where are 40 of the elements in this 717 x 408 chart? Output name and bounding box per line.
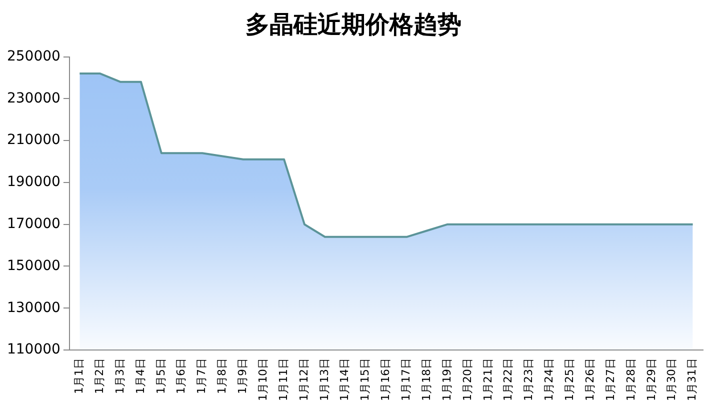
y-tick-label: 210000 — [6, 132, 60, 148]
x-tick-label: 1月13日 — [318, 358, 331, 402]
x-tick-label: 1月31日 — [686, 358, 699, 402]
x-tick-label: 1月26日 — [583, 358, 596, 402]
x-tick-label: 1月5日 — [154, 358, 168, 394]
x-tick-label: 1月9日 — [236, 358, 250, 394]
x-tick-label: 1月20日 — [460, 358, 474, 402]
x-tick-label: 1月7日 — [195, 358, 208, 394]
chart-title: 多晶硅近期价格趋势 — [246, 10, 462, 39]
x-tick-label: 1月21日 — [481, 358, 494, 402]
x-tick-label: 1月30日 — [665, 358, 678, 402]
x-tick-label: 1月17日 — [400, 358, 413, 402]
x-tick-label: 1月6日 — [174, 358, 188, 394]
x-tick-label: 1月10日 — [256, 358, 270, 402]
x-tick-label: 1月16日 — [379, 358, 392, 402]
y-tick-label: 190000 — [6, 174, 60, 190]
y-tick-label: 230000 — [6, 90, 60, 106]
y-tick-label: 110000 — [6, 342, 60, 358]
x-tick-label: 1月15日 — [358, 358, 372, 402]
x-tick-label: 1月12日 — [297, 358, 310, 402]
y-tick-label: 170000 — [6, 216, 60, 232]
x-tick-label: 1月2日 — [92, 358, 106, 394]
x-tick-label: 1月3日 — [113, 358, 126, 394]
y-tick-label: 130000 — [6, 300, 60, 316]
x-tick-label: 1月18日 — [420, 358, 433, 402]
y-tick-label: 250000 — [6, 48, 60, 64]
x-tick-label: 1月1日 — [72, 358, 86, 394]
x-tick-label: 1月23日 — [522, 358, 536, 402]
x-tick-label: 1月27日 — [604, 358, 617, 402]
x-tick-label: 1月14日 — [338, 358, 352, 402]
x-tick-label: 1月8日 — [216, 358, 229, 394]
x-tick-label: 1月19日 — [440, 358, 454, 402]
x-tick-label: 1月25日 — [563, 358, 576, 402]
x-tick-label: 1月24日 — [542, 358, 556, 402]
x-tick-label: 1月22日 — [502, 358, 515, 402]
x-tick-label: 1月28日 — [624, 358, 638, 402]
y-tick-label: 150000 — [6, 258, 60, 274]
x-tick-label: 1月11日 — [276, 358, 290, 402]
x-tick-label: 1月29日 — [644, 358, 658, 402]
x-tick-label: 1月4日 — [134, 358, 147, 394]
